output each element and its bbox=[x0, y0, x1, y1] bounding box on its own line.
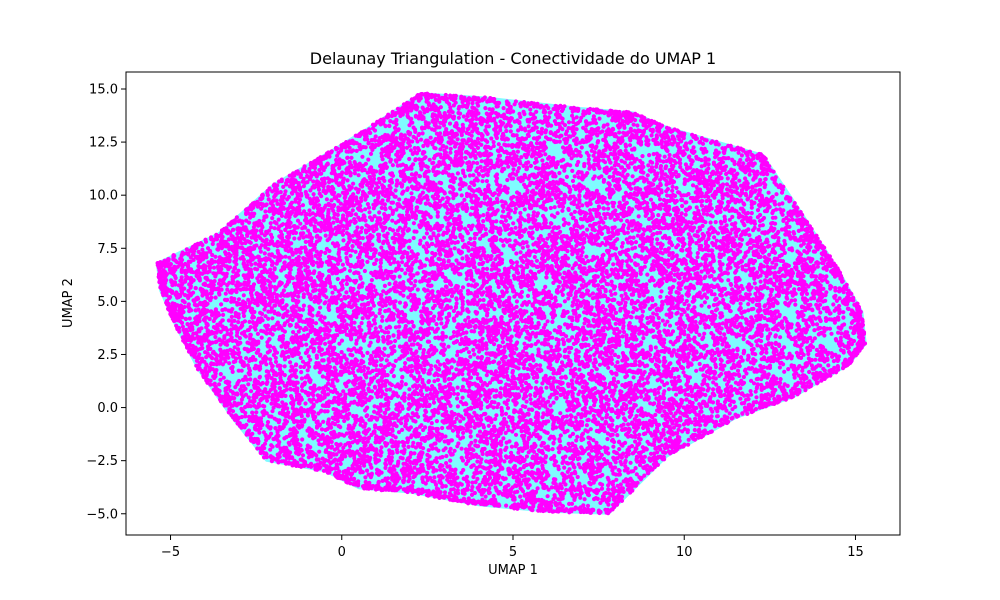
chart-title: Delaunay Triangulation - Conectividade d… bbox=[310, 49, 716, 68]
umap-points bbox=[155, 92, 868, 516]
y-tick-label: 12.5 bbox=[89, 136, 118, 151]
y-tick-label: 5.0 bbox=[97, 295, 118, 310]
y-tick-label: 7.5 bbox=[97, 242, 118, 257]
y-tick-label: 0.0 bbox=[97, 401, 118, 416]
x-axis: −5 0 5 10 15 bbox=[161, 535, 864, 560]
y-tick-label: 15.0 bbox=[89, 82, 118, 97]
y-tick-label: 2.5 bbox=[97, 348, 118, 363]
plot-area bbox=[155, 91, 868, 516]
x-tick-label: −5 bbox=[161, 545, 180, 560]
umap-points-rim bbox=[155, 91, 867, 516]
y-axis-label: UMAP 2 bbox=[61, 278, 76, 328]
x-tick-label: 5 bbox=[509, 545, 517, 560]
x-tick-label: 15 bbox=[847, 545, 864, 560]
x-tick-label: 0 bbox=[338, 545, 346, 560]
x-tick-label: 10 bbox=[676, 545, 693, 560]
y-tick-label: −2.5 bbox=[86, 454, 118, 469]
y-tick-label: −5.0 bbox=[86, 507, 118, 522]
y-tick-label: 10.0 bbox=[89, 189, 118, 204]
x-axis-label: UMAP 1 bbox=[488, 563, 538, 578]
y-axis: −5.0 −2.5 0.0 2.5 5.0 7.5 10.0 12.5 15.0 bbox=[86, 82, 126, 522]
